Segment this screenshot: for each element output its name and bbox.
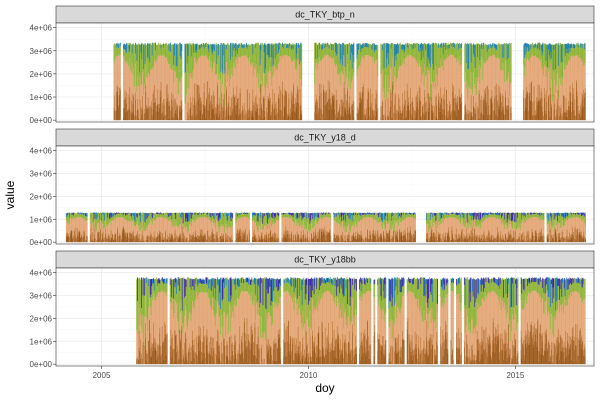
y-tick-label: 3e+06: [30, 291, 53, 300]
facet-panel-2: dc_TKY_y18_d 0e+00 1e+06 2e+06 3e+06 4e+06: [30, 128, 595, 247]
y-tick-label: 2e+06: [30, 192, 53, 201]
y-tick-label: 1e+06: [30, 215, 53, 224]
y-axis-title: value: [3, 180, 17, 209]
y-tick-label: 2e+06: [30, 70, 53, 79]
y-tick-label: 1e+06: [30, 337, 53, 346]
panel-border: [55, 145, 595, 245]
y-tick-label: 0e+00: [30, 116, 53, 125]
facet-strip-label: dc_TKY_y18bb: [294, 255, 356, 265]
x-tick-label: 2015: [506, 371, 524, 380]
data-series-segment: [314, 42, 512, 121]
facet-panel-1: dc_TKY_btp_n 0e+00 1e+06 2e+06 3e+06 4e+06: [30, 5, 595, 125]
y-tick-label: 1e+06: [30, 93, 53, 102]
y-tick-label: 4e+06: [30, 147, 53, 156]
y-tick-label: 4e+06: [30, 269, 53, 278]
data-series-segment: [113, 42, 303, 121]
facet-strip-label: dc_TKY_btp_n: [295, 10, 355, 20]
x-axis-title: doy: [315, 381, 334, 395]
x-tick-label: 2010: [300, 371, 318, 380]
data-series-segment: [425, 212, 586, 243]
y-tick-label: 3e+06: [30, 47, 53, 56]
x-tick-label: 2005: [93, 371, 111, 380]
data-series-segment: [65, 212, 416, 243]
y-tick-label: 2e+06: [30, 314, 53, 323]
y-tick-label: 0e+00: [30, 360, 53, 369]
panel-border: [55, 22, 595, 123]
y-tick-label: 4e+06: [30, 24, 53, 33]
data-series-segment: [523, 42, 586, 121]
y-tick-label: 0e+00: [30, 238, 53, 247]
panel-border: [55, 267, 595, 367]
y-tick-label: 3e+06: [30, 169, 53, 178]
data-series-segment: [136, 277, 586, 365]
facet-panel-3: dc_TKY_y18bb 0e+00 1e+06 2e+06 3e+06 4e+06 200…: [30, 250, 595, 380]
facet-strip-label: dc_TKY_y18_d: [294, 133, 356, 143]
